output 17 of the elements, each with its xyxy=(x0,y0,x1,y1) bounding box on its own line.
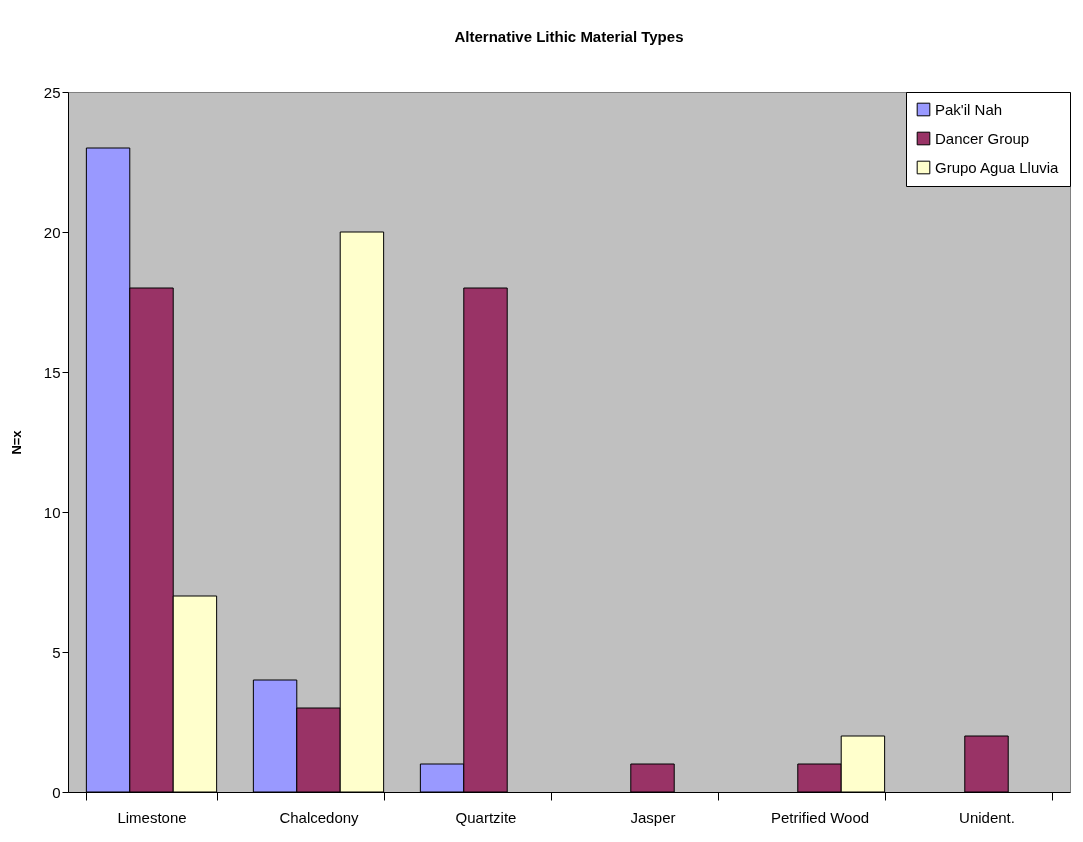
y-axis-title: N=x xyxy=(8,429,24,455)
y-tick-label: 20 xyxy=(43,223,61,241)
y-tick-label: 10 xyxy=(43,503,61,521)
x-tick-label: Jasper xyxy=(630,808,676,826)
legend-label: Grupo Agua Lluvia xyxy=(935,158,1060,176)
x-tick-label: Unident. xyxy=(959,808,1015,826)
legend-label: Dancer Group xyxy=(935,129,1030,147)
x-tick-label: Limestone xyxy=(117,808,187,826)
chart-title: Alternative Lithic Material Types xyxy=(454,28,684,45)
y-tick-label: 5 xyxy=(52,643,61,661)
y-tick-label: 0 xyxy=(52,783,61,801)
x-tick-label: Petrified Wood xyxy=(770,808,870,826)
y-tick-label: 15 xyxy=(43,363,61,381)
legend-label: Pak'il Nah xyxy=(935,100,1003,118)
x-tick-label: Chalcedony xyxy=(279,808,360,826)
x-tick-label: Quartzite xyxy=(455,808,517,826)
y-tick-label: 25 xyxy=(43,83,61,101)
